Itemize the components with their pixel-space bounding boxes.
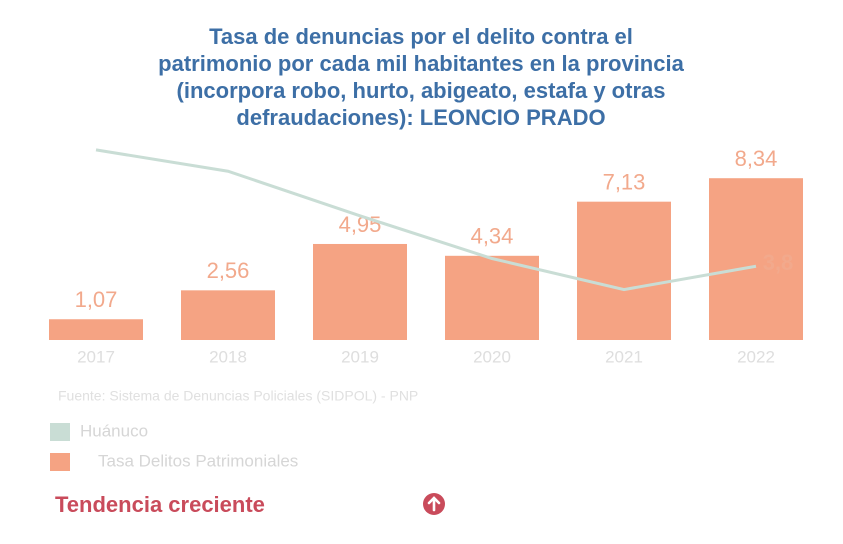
- bar: [181, 290, 275, 340]
- bar: [49, 319, 143, 340]
- line: [95, 148, 757, 292]
- x-tick-label: 2018: [209, 347, 247, 366]
- x-tick-label: 2022: [737, 347, 775, 366]
- legend-label: Huánuco: [80, 421, 148, 440]
- trend-icon: [423, 493, 445, 515]
- value-label: 2,56: [207, 258, 250, 283]
- chart-title: Tasa de denuncias por el delito contra e…: [209, 24, 633, 49]
- legend-label: Tasa Delitos Patrimoniales: [98, 451, 298, 470]
- chart-title: defraudaciones): LEONCIO PRADO: [236, 105, 605, 130]
- value-label: 1,07: [75, 287, 118, 312]
- x-tick-label: 2019: [341, 347, 379, 366]
- source: Fuente: Sistema de Denuncias Policiales …: [58, 388, 418, 404]
- bar: [445, 255, 539, 340]
- legend-swatch: [50, 453, 70, 471]
- chart-title: (incorpora robo, hurto, abigeato, estafa…: [177, 78, 666, 103]
- chart-title: patrimonio por cada mil habitantes en la…: [158, 51, 684, 76]
- value-label: 4,34: [471, 224, 514, 249]
- value-label: 7,13: [603, 169, 646, 194]
- x-tick-label: 2020: [473, 347, 511, 366]
- bar: [577, 201, 671, 340]
- bar: [313, 243, 407, 340]
- x-tick-label: 2017: [77, 347, 115, 366]
- bar: [709, 178, 803, 340]
- legend-swatch: [50, 423, 70, 441]
- value-label: 8,34: [735, 146, 778, 171]
- trend-label: Tendencia creciente: [55, 492, 265, 517]
- x-tick-label: 2021: [605, 347, 643, 366]
- value-label: 3,8: [763, 250, 794, 275]
